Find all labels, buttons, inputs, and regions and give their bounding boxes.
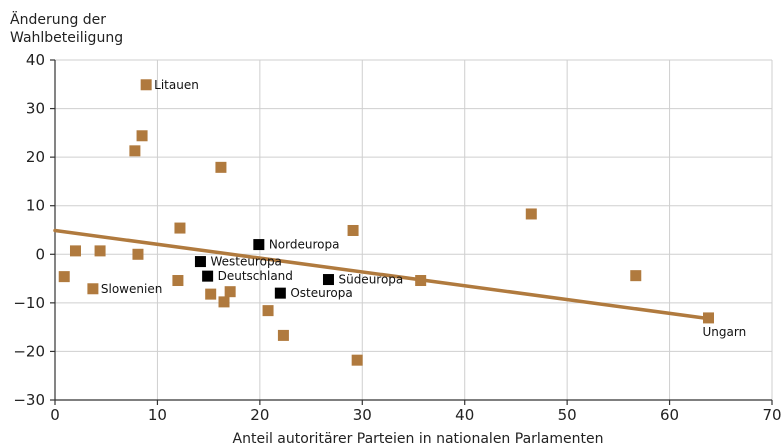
point-label-layer: Slowenien Litauen Ungarn Nordeuropa Westeuro… — [101, 78, 746, 339]
country-point-15 — [277, 329, 289, 341]
country-point-20 — [630, 270, 642, 282]
y-tick-label-7: 40 — [26, 51, 45, 69]
x-tick-label-60: 60 — [660, 406, 679, 424]
x-tick-label-40: 40 — [455, 406, 474, 424]
region-point-2 — [202, 270, 214, 282]
country-point-16 — [347, 224, 359, 236]
country-point-4 — [129, 145, 141, 157]
country-point-14 — [262, 305, 274, 317]
region-point-4 — [274, 287, 286, 299]
x-tick-label-10: 10 — [148, 406, 167, 424]
country-point-10 — [205, 288, 217, 300]
x-tick-label-50: 50 — [558, 406, 577, 424]
country-point-8 — [172, 275, 184, 287]
y-tick-label-2: −10 — [13, 294, 45, 312]
point-label-nordeuropa: Nordeuropa — [269, 238, 340, 252]
trendline — [53, 228, 713, 321]
y-axis-label-line-1: Änderung der — [10, 10, 106, 28]
country-point-18 — [415, 275, 427, 287]
country-point-13 — [224, 286, 236, 298]
y-axis-label-line-2: Wahlbeteiligung — [10, 30, 123, 46]
country-point-1 — [69, 245, 81, 257]
country-point-3 — [87, 283, 99, 295]
point-label-slowenien: Slowenien — [101, 282, 162, 296]
tick-label-layer: 0 10 20 30 40 50 60 70 −30 −20 −10 0 10 20 30 40 — [13, 51, 781, 424]
y-tick-label-0: −30 — [13, 391, 45, 409]
point-label-deutschland: Deutschland — [218, 269, 293, 283]
country-point-17 — [351, 354, 363, 366]
point-layer — [58, 79, 714, 366]
point-label-ungarn: Ungarn — [702, 325, 746, 339]
y-tick-label-5: 20 — [26, 148, 45, 166]
point-label-westeuropa: Westeuropa — [210, 255, 281, 269]
country-point-7 — [140, 79, 152, 91]
trendline-layer — [53, 228, 713, 321]
x-axis-label: Anteil autoritärer Parteien in nationale… — [233, 431, 604, 447]
country-point-2 — [94, 245, 106, 257]
region-point-1 — [194, 256, 206, 268]
grid-layer — [55, 59, 773, 400]
x-tick-label-0: 0 — [50, 406, 60, 424]
region-point-3 — [322, 274, 334, 286]
country-point-6 — [132, 248, 144, 260]
country-point-0 — [58, 271, 70, 283]
country-point-19 — [525, 208, 537, 220]
point-label-südeuropa: Südeuropa — [338, 273, 403, 287]
country-point-5 — [136, 130, 148, 142]
y-tick-label-3: 0 — [35, 245, 45, 263]
point-label-osteuropa: Osteuropa — [290, 286, 352, 300]
country-point-11 — [215, 161, 227, 173]
x-tick-label-20: 20 — [250, 406, 269, 424]
y-tick-label-1: −20 — [13, 342, 45, 360]
x-tick-label-70: 70 — [762, 406, 781, 424]
point-label-litauen: Litauen — [154, 78, 199, 92]
y-tick-label-4: 10 — [26, 197, 45, 215]
country-point-21 — [702, 312, 714, 324]
x-tick-label-30: 30 — [353, 406, 372, 424]
region-point-0 — [253, 239, 265, 251]
country-point-12 — [218, 296, 230, 308]
axis-layer — [50, 59, 773, 405]
y-tick-label-6: 30 — [26, 100, 45, 118]
country-point-9 — [174, 222, 186, 234]
